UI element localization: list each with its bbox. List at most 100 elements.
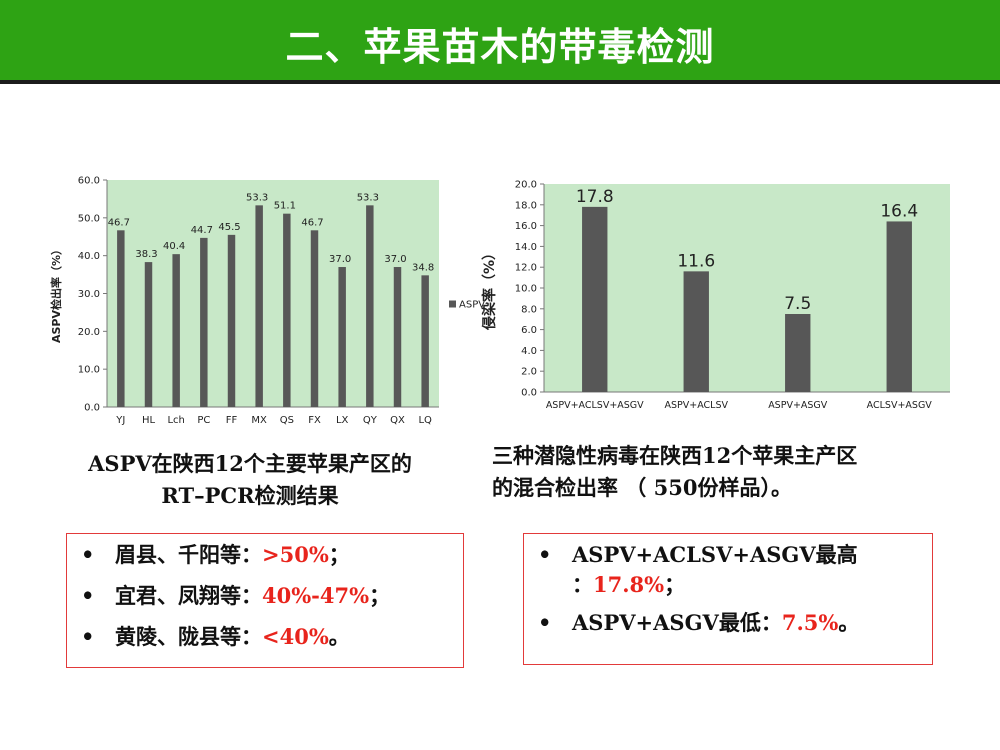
y-tick-label: 18.0 bbox=[515, 200, 537, 211]
y-tick-label: 8.0 bbox=[521, 304, 537, 315]
list-item: • 眉县、千阳等：>50%； bbox=[67, 540, 463, 570]
data-label: 37.0 bbox=[384, 254, 406, 265]
data-label: 46.7 bbox=[301, 217, 323, 228]
rate-value: <40% bbox=[262, 624, 329, 649]
bullet-icon: • bbox=[81, 583, 95, 608]
bar bbox=[200, 237, 208, 407]
right-caption-line2: 的混合检出率 （ 550份样品）。 bbox=[492, 475, 792, 500]
x-tick-label: QX bbox=[390, 415, 405, 426]
combo-text: ASPV+ASGV最低： bbox=[572, 610, 782, 635]
bullet-icon: • bbox=[81, 542, 95, 567]
bar bbox=[393, 267, 402, 407]
bullet-icon: • bbox=[81, 624, 95, 649]
bar bbox=[582, 206, 608, 392]
bar bbox=[421, 275, 429, 407]
punctuation: ： bbox=[572, 572, 593, 597]
x-tick-label: FF bbox=[226, 415, 238, 426]
data-label: 38.3 bbox=[135, 249, 157, 260]
x-tick-label: LQ bbox=[418, 415, 432, 426]
x-tick-label: ACLSV+ASGV bbox=[867, 400, 933, 411]
right-chart-caption: 三种潜隐性病毒在陕西12个苹果主产区 的混合检出率 （ 550份样品）。 bbox=[492, 440, 982, 504]
x-tick-label: MX bbox=[251, 415, 267, 426]
title-bar: 二、苹果苗木的带毒检测 bbox=[0, 0, 1000, 84]
y-tick-label: 60.0 bbox=[78, 176, 100, 187]
left-chart-caption: ASPV在陕西12个主要苹果产区的 RT–PCR检测结果 bbox=[40, 448, 460, 512]
left-summary-box: • 眉县、千阳等：>50% ； • 宜君、凤翔等：40%-47%； • 黄陵、陇县等：<… bbox=[66, 533, 464, 668]
punctuation: ； bbox=[664, 572, 686, 597]
bar bbox=[227, 234, 236, 407]
legend-label: ASPV bbox=[459, 300, 485, 311]
data-label: 51.1 bbox=[274, 201, 296, 212]
bar bbox=[338, 267, 346, 407]
bar bbox=[255, 205, 263, 407]
list-item: • ASPV+ASGV最低：7.5%。 bbox=[524, 608, 932, 638]
title-underline bbox=[0, 80, 1000, 84]
rate-value: 17.8% bbox=[593, 572, 665, 597]
list-item: • 黄陵、陇县等：<40%。 bbox=[67, 622, 463, 652]
list-item: • 宜君、凤翔等：40%-47%； bbox=[67, 581, 463, 611]
left-caption-line1: ASPV在陕西12个主要苹果产区的 bbox=[88, 451, 412, 476]
rate-value: >50% bbox=[262, 542, 329, 567]
data-label: 17.8 bbox=[576, 187, 614, 207]
y-axis-label: ASPV检出率（%） bbox=[49, 244, 63, 343]
data-label: 53.3 bbox=[246, 192, 268, 203]
data-label: 40.4 bbox=[163, 241, 185, 252]
plot-area bbox=[107, 180, 439, 407]
y-tick-label: 6.0 bbox=[521, 325, 537, 336]
data-label: 16.4 bbox=[880, 201, 918, 221]
data-label: 44.7 bbox=[191, 225, 213, 236]
bar bbox=[886, 221, 912, 392]
y-tick-label: 4.0 bbox=[521, 346, 537, 357]
x-tick-label: FX bbox=[308, 415, 321, 426]
left-caption-line2: RT–PCR检测结果 bbox=[161, 483, 339, 508]
x-tick-label: ASPV+ACLSV bbox=[664, 400, 728, 411]
data-label: 34.8 bbox=[412, 262, 434, 273]
legend-swatch bbox=[449, 300, 456, 308]
right-summary-box: • ASPV+ACLSV+ASGV最高 ：17.8%； • ASPV+ASGV最低：7… bbox=[523, 533, 933, 665]
y-tick-label: 50.0 bbox=[78, 213, 100, 224]
bullet-icon: • bbox=[538, 542, 552, 567]
y-tick-label: 10.0 bbox=[78, 365, 100, 376]
bar bbox=[310, 230, 319, 407]
y-tick-label: 40.0 bbox=[78, 251, 100, 262]
data-label: 45.5 bbox=[218, 222, 240, 233]
data-label: 53.3 bbox=[357, 192, 379, 203]
x-tick-label: ASPV+ASGV bbox=[768, 400, 828, 411]
list-item: • ASPV+ACLSV+ASGV最高 ：17.8%； bbox=[524, 540, 932, 600]
x-tick-label: QY bbox=[363, 415, 378, 426]
x-tick-label: QS bbox=[280, 415, 294, 426]
y-tick-label: 10.0 bbox=[515, 284, 537, 295]
bar bbox=[785, 314, 811, 392]
y-axis-label: 侵染率（%） bbox=[481, 246, 498, 331]
y-tick-label: 2.0 bbox=[521, 367, 537, 378]
x-tick-label: LX bbox=[336, 415, 349, 426]
data-label: 11.6 bbox=[677, 251, 715, 271]
region-text: 眉县、千阳等： bbox=[115, 542, 262, 567]
y-tick-label: 12.0 bbox=[515, 263, 537, 274]
rate-value: 7.5% bbox=[781, 610, 839, 635]
y-tick-label: 0.0 bbox=[521, 388, 537, 399]
x-tick-label: HL bbox=[142, 415, 156, 426]
y-tick-label: 20.0 bbox=[78, 327, 100, 338]
bar bbox=[117, 230, 125, 407]
x-tick-label: Lch bbox=[167, 415, 184, 426]
data-label: 46.7 bbox=[108, 217, 130, 228]
right-caption-line1: 三种潜隐性病毒在陕西12个苹果主产区 bbox=[492, 443, 858, 468]
x-tick-label: PC bbox=[197, 415, 210, 426]
y-tick-label: 0.0 bbox=[84, 403, 100, 414]
left-summary-list: • 眉县、千阳等：>50% ； • 宜君、凤翔等：40%-47%； • 黄陵、陇县等：<… bbox=[67, 534, 463, 652]
punctuation: ； bbox=[369, 583, 391, 608]
region-text: 宜君、凤翔等： bbox=[115, 583, 262, 608]
bullet-icon: • bbox=[538, 610, 552, 635]
mixed-infection-chart: 0.0 2.0 4.0 6.0 8.0 10.0 12.0 14.0 16.0 18.0 20.0 1… bbox=[481, 180, 950, 411]
right-summary-list: • ASPV+ACLSV+ASGV最高 ：17.8%； • ASPV+ASGV最低：7… bbox=[524, 534, 932, 638]
plot-area bbox=[544, 184, 950, 392]
x-tick-label: YJ bbox=[115, 415, 125, 426]
slide-title: 二、苹果苗木的带毒检测 bbox=[285, 25, 715, 69]
punctuation: 。 bbox=[838, 610, 860, 635]
data-label: 7.5 bbox=[784, 294, 811, 314]
rate-value: 40%-47% bbox=[262, 583, 370, 608]
bar bbox=[283, 213, 291, 407]
region-text: 黄陵、陇县等： bbox=[115, 624, 262, 649]
combo-text: ASPV+ACLSV+ASGV最高 bbox=[572, 542, 858, 567]
